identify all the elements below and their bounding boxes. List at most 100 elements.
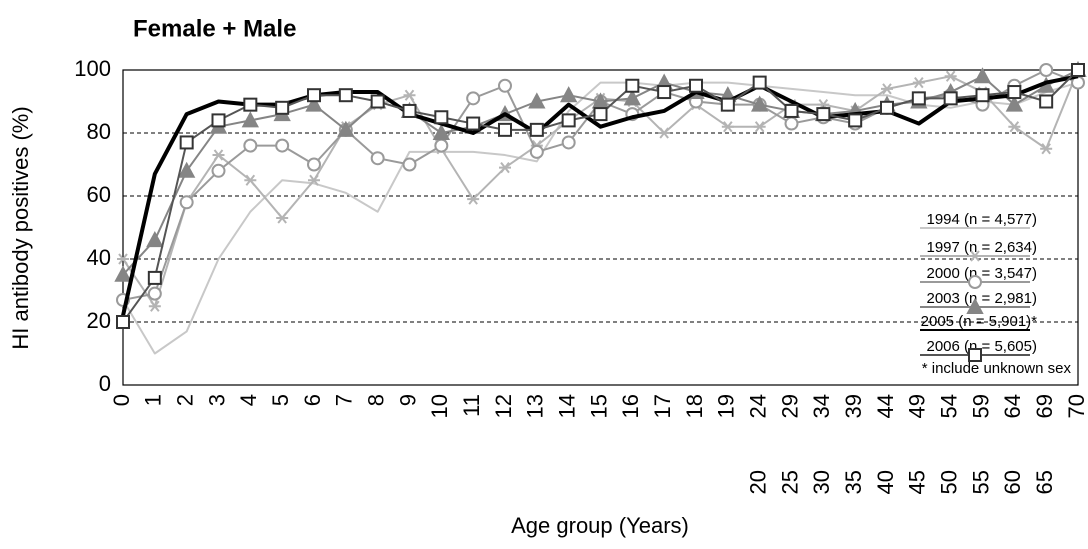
x-tick-label: 29 (777, 394, 802, 418)
marker (1039, 63, 1054, 77)
marker (402, 103, 417, 118)
x-tick-label: 64 (1000, 394, 1025, 418)
marker (498, 78, 512, 93)
x-tick-label: 9 (395, 394, 420, 406)
marker (752, 75, 767, 90)
x-tick-label: 16 (618, 394, 643, 418)
marker (1007, 85, 1022, 100)
x-axis-label: Age group (Years) (511, 513, 689, 538)
marker (211, 163, 226, 178)
marker (973, 67, 992, 84)
x-tick-label: 59 (968, 394, 993, 418)
marker (623, 89, 642, 106)
x-tick-label: 15 (586, 394, 611, 418)
x-tick-label: 54 (936, 394, 961, 418)
y-tick-label: 60 (87, 182, 111, 207)
marker (499, 162, 511, 174)
marker (969, 250, 981, 262)
marker (402, 157, 417, 172)
marker (720, 97, 735, 112)
marker (146, 230, 164, 248)
marker (944, 70, 957, 82)
x-tick-label: 25 (777, 470, 802, 494)
marker (975, 88, 990, 103)
marker (750, 95, 769, 112)
marker (434, 138, 449, 153)
marker (529, 122, 544, 137)
x-tick-label: 50 (936, 470, 961, 494)
x-tick-label: 65 (1032, 470, 1057, 494)
marker (114, 265, 132, 282)
marker (337, 120, 355, 137)
marker (148, 300, 161, 312)
marker (625, 78, 640, 93)
marker (1071, 63, 1085, 77)
marker (307, 88, 321, 103)
marker (1039, 94, 1054, 109)
marker (968, 275, 982, 289)
x-tick-label: 35 (841, 470, 866, 494)
marker (784, 116, 799, 131)
marker (784, 103, 799, 118)
marker (308, 174, 320, 186)
marker (467, 193, 480, 205)
annotation: * include unknown sex (922, 360, 1072, 377)
legend-label: 2000 (n = 3,547) (926, 265, 1037, 282)
x-tick-label: 19 (714, 394, 739, 418)
marker (466, 91, 481, 106)
marker (177, 161, 196, 178)
marker (275, 100, 290, 115)
marker (338, 88, 353, 103)
marker (658, 127, 671, 139)
x-tick-label: 13 (523, 394, 548, 418)
marker (179, 135, 194, 150)
x-tick-label: 69 (1032, 394, 1057, 418)
marker (307, 157, 321, 172)
x-tick-label: 0 (109, 394, 134, 406)
marker (179, 195, 194, 210)
marker (498, 122, 512, 137)
legend-label: 2003 (n = 2,981) (926, 290, 1037, 307)
plot-frame (122, 69, 1079, 386)
x-tick-label: 17 (650, 394, 675, 418)
x-tick-label: 6 (300, 394, 325, 406)
marker (943, 91, 958, 106)
marker (241, 111, 260, 128)
marker (370, 151, 385, 166)
x-tick-label: 39 (841, 394, 866, 418)
marker (881, 83, 893, 95)
x-tick-label: 7 (332, 394, 357, 406)
x-tick-label: 45 (905, 470, 930, 494)
marker (880, 100, 894, 115)
x-tick-label: 8 (363, 394, 388, 406)
x-tick-label: 34 (809, 394, 834, 418)
marker (848, 113, 863, 128)
marker (211, 113, 226, 128)
marker (466, 116, 481, 131)
y-axis-label: HI antibody positives (%) (8, 106, 33, 349)
marker (1008, 121, 1021, 133)
marker (147, 270, 162, 285)
x-tick-label: 10 (427, 394, 452, 418)
marker (275, 138, 290, 153)
x-tick-label: 4 (236, 394, 261, 406)
x-tick-label: 5 (268, 394, 293, 406)
x-tick-label: 14 (554, 394, 579, 418)
marker (305, 95, 323, 112)
marker (403, 89, 416, 101)
x-tick-label: 70 (1064, 394, 1088, 418)
marker (244, 174, 257, 186)
marker (689, 78, 703, 93)
x-tick-label: 1 (141, 394, 166, 406)
marker (243, 138, 258, 153)
marker (912, 76, 925, 89)
x-tick-label: 49 (905, 394, 930, 418)
legend-label: 2005 (n = 5,901)* (921, 313, 1038, 330)
x-tick-label: 24 (745, 394, 770, 418)
x-tick-label: 60 (1000, 470, 1025, 494)
x-tick-label: 44 (873, 394, 898, 418)
x-tick-label: 55 (968, 470, 993, 494)
marker (276, 212, 289, 224)
marker (117, 253, 129, 265)
chart-title: Female + Male (133, 15, 296, 42)
